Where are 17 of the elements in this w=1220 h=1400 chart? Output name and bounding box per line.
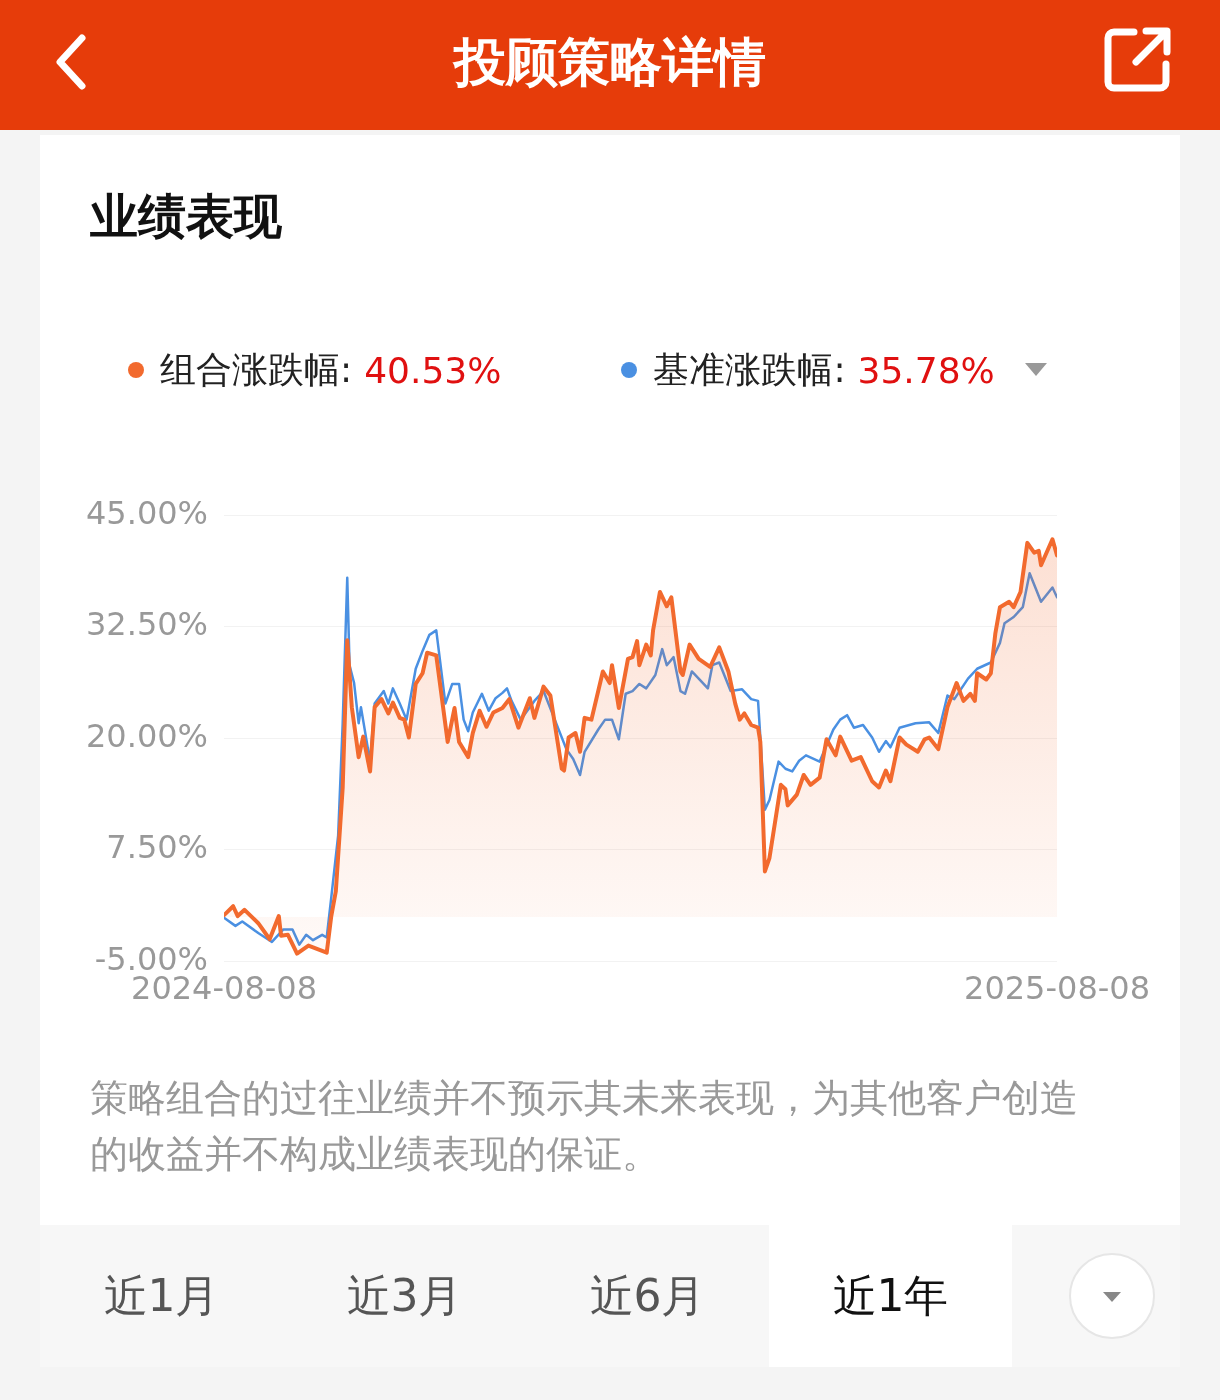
- chart-title: 业绩表现: [90, 187, 282, 246]
- y-tick-label: 32.50%: [86, 605, 209, 644]
- text: 35.78%: [857, 349, 995, 391]
- legend-label: 组合涨跌幅:: [160, 347, 353, 392]
- text: 投顾策略详情: [451, 31, 767, 94]
- y-tick-label: 45.00%: [86, 493, 209, 532]
- y-tick-label: 20.00%: [86, 716, 209, 755]
- text: 近6月: [588, 1269, 707, 1323]
- x-tick-label: 2025-08-08: [964, 969, 1150, 1008]
- text: 40.53%: [364, 349, 502, 391]
- text: 近1月: [102, 1269, 221, 1323]
- text: 近1年: [769, 1225, 1012, 1367]
- legend-label: 基准涨跌幅:: [653, 347, 846, 392]
- y-tick-label: 7.50%: [106, 828, 209, 867]
- text: 近3月: [345, 1269, 464, 1323]
- x-tick-label: 2024-08-08: [131, 969, 317, 1008]
- text: 策略组合的过往业绩并不预示其未来表现，为其他客户创造的收益并不构成业绩表现的保证。: [90, 1075, 1079, 1178]
